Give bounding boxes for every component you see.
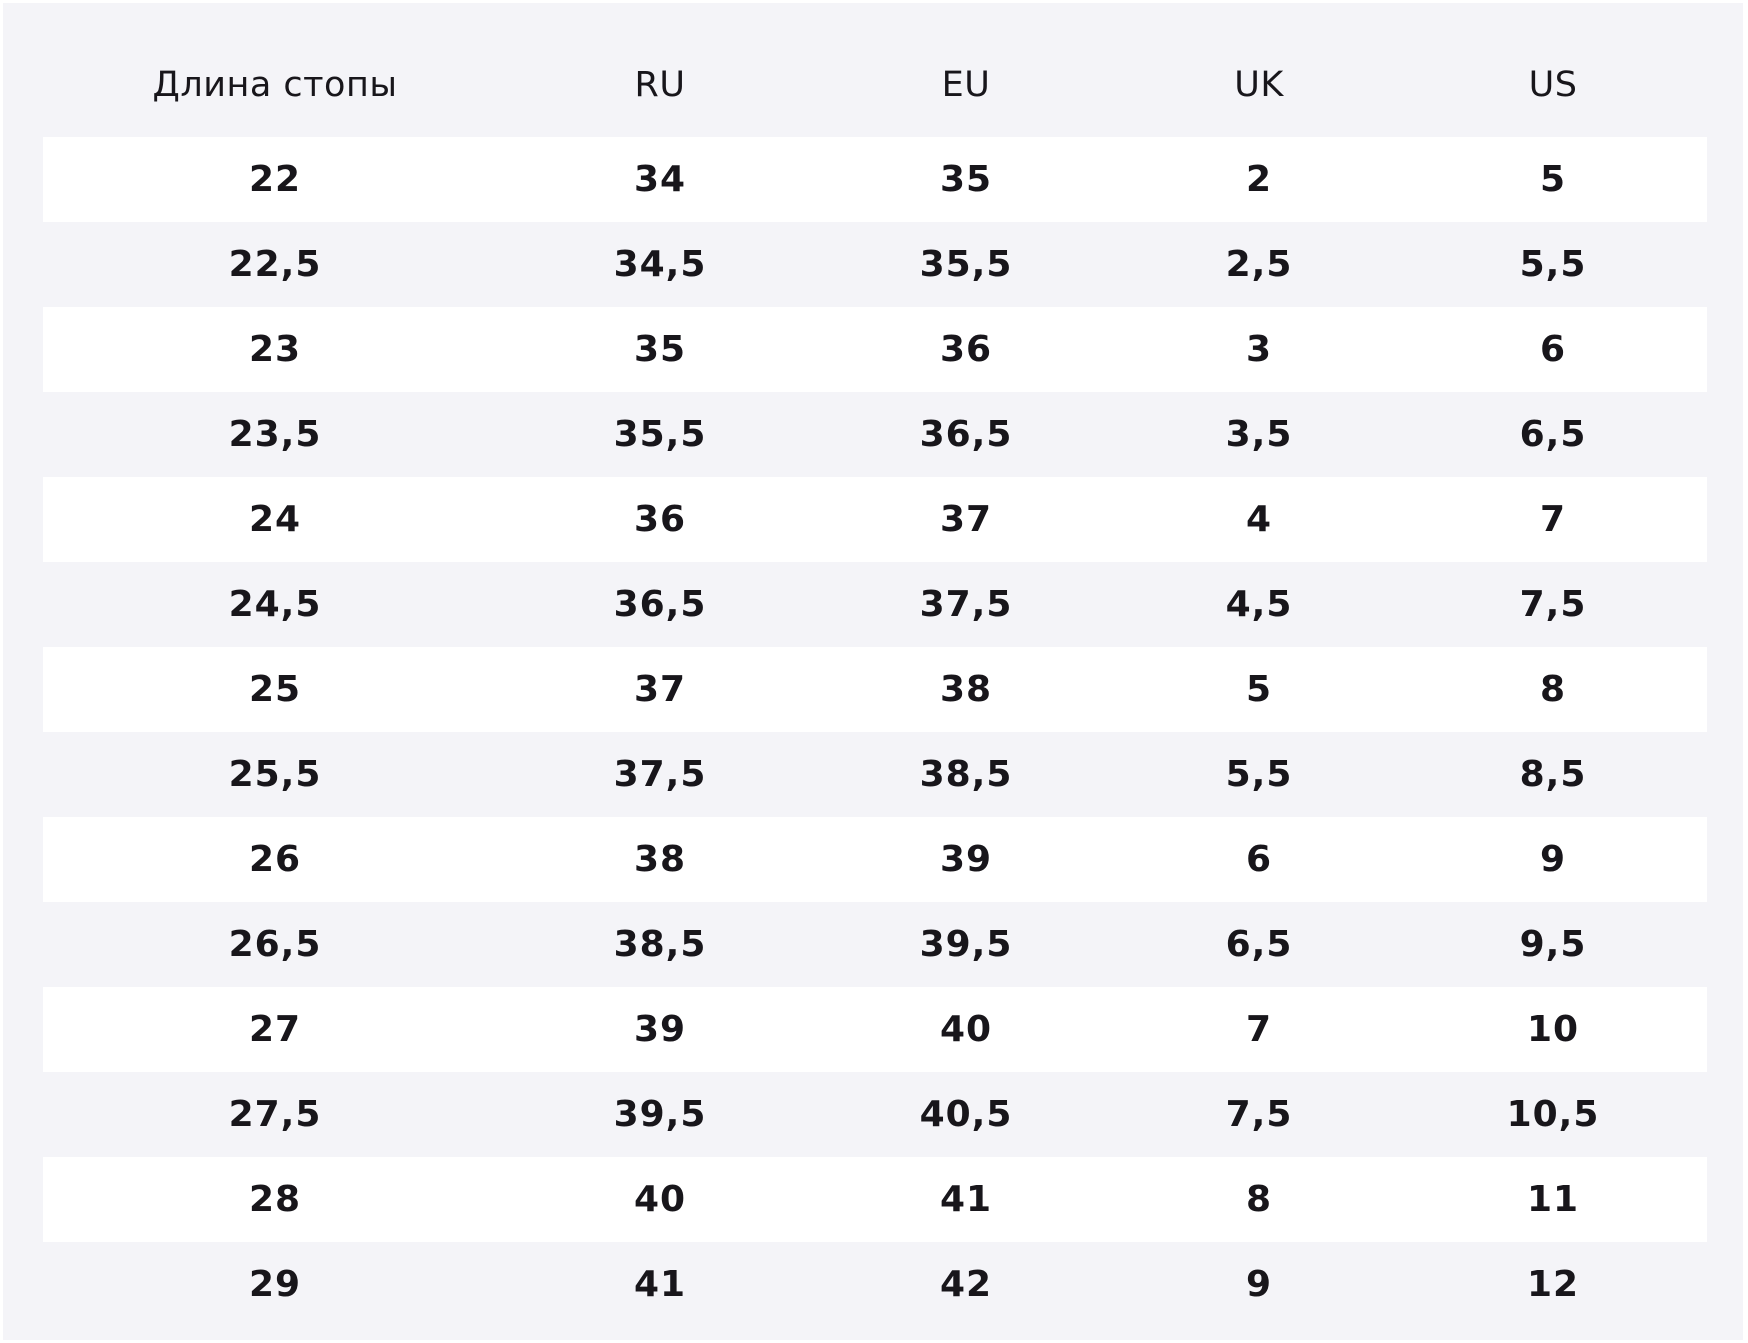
us-size-cell: 7 — [1399, 477, 1707, 562]
us-size-cell: 11 — [1399, 1157, 1707, 1242]
ru-size-cell: 39,5 — [507, 1072, 813, 1157]
table-row: 25 37 38 5 8 — [43, 647, 1707, 732]
ru-size-cell: 39 — [507, 987, 813, 1072]
table-row: 22 34 35 2 5 — [43, 137, 1707, 222]
uk-size-cell: 9 — [1119, 1242, 1399, 1327]
column-header-ru: RU — [634, 65, 686, 105]
uk-size-cell: 4,5 — [1119, 562, 1399, 647]
eu-size-cell: 41 — [813, 1157, 1119, 1242]
uk-size-cell: 7,5 — [1119, 1072, 1399, 1157]
eu-size-cell: 36,5 — [813, 392, 1119, 477]
ru-size-cell: 40 — [507, 1157, 813, 1242]
eu-size-cell: 42 — [813, 1242, 1119, 1327]
ru-size-cell: 35 — [507, 307, 813, 392]
us-size-cell: 8 — [1399, 647, 1707, 732]
table-row: 22,5 34,5 35,5 2,5 5,5 — [43, 222, 1707, 307]
ru-size-cell: 37,5 — [507, 732, 813, 817]
us-size-cell: 6,5 — [1399, 392, 1707, 477]
eu-size-cell: 38,5 — [813, 732, 1119, 817]
foot-length-cell: 29 — [43, 1242, 507, 1327]
us-size-cell: 8,5 — [1399, 732, 1707, 817]
column-header-eu: EU — [941, 65, 991, 105]
foot-length-cell: 28 — [43, 1157, 507, 1242]
size-chart-body: 22 34 35 2 5 22,5 34,5 35,5 2,5 5,5 23 35 36 3 6 23,5 35… — [43, 137, 1707, 1327]
ru-size-cell: 36 — [507, 477, 813, 562]
eu-size-cell: 38 — [813, 647, 1119, 732]
uk-size-cell: 6 — [1119, 817, 1399, 902]
ru-size-cell: 34 — [507, 137, 813, 222]
foot-length-cell: 25 — [43, 647, 507, 732]
table-row: 26,5 38,5 39,5 6,5 9,5 — [43, 902, 1707, 987]
uk-size-cell: 3,5 — [1119, 392, 1399, 477]
us-size-cell: 9,5 — [1399, 902, 1707, 987]
eu-size-cell: 39,5 — [813, 902, 1119, 987]
ru-size-cell: 36,5 — [507, 562, 813, 647]
us-size-cell: 7,5 — [1399, 562, 1707, 647]
table-row: 24,5 36,5 37,5 4,5 7,5 — [43, 562, 1707, 647]
size-chart-table: Длина стопы RU EU UK US 22 34 35 2 5 22,5 34,5… — [43, 33, 1707, 1327]
uk-size-cell: 6,5 — [1119, 902, 1399, 987]
eu-size-cell: 36 — [813, 307, 1119, 392]
us-size-cell: 10 — [1399, 987, 1707, 1072]
foot-length-cell: 24 — [43, 477, 507, 562]
table-row: 23 35 36 3 6 — [43, 307, 1707, 392]
uk-size-cell: 5,5 — [1119, 732, 1399, 817]
eu-size-cell: 40 — [813, 987, 1119, 1072]
us-size-cell: 6 — [1399, 307, 1707, 392]
uk-size-cell: 4 — [1119, 477, 1399, 562]
table-row: 27,5 39,5 40,5 7,5 10,5 — [43, 1072, 1707, 1157]
uk-size-cell: 8 — [1119, 1157, 1399, 1242]
us-size-cell: 10,5 — [1399, 1072, 1707, 1157]
eu-size-cell: 35 — [813, 137, 1119, 222]
column-header-uk: UK — [1234, 65, 1284, 105]
ru-size-cell: 38 — [507, 817, 813, 902]
foot-length-cell: 22 — [43, 137, 507, 222]
eu-size-cell: 39 — [813, 817, 1119, 902]
column-header-foot-length: Длина стопы — [152, 65, 398, 105]
foot-length-cell: 23,5 — [43, 392, 507, 477]
ru-size-cell: 34,5 — [507, 222, 813, 307]
eu-size-cell: 35,5 — [813, 222, 1119, 307]
ru-size-cell: 38,5 — [507, 902, 813, 987]
ru-size-cell: 41 — [507, 1242, 813, 1327]
ru-size-cell: 35,5 — [507, 392, 813, 477]
ru-size-cell: 37 — [507, 647, 813, 732]
table-row: 26 38 39 6 9 — [43, 817, 1707, 902]
table-row: 24 36 37 4 7 — [43, 477, 1707, 562]
uk-size-cell: 5 — [1119, 647, 1399, 732]
table-row: 28 40 41 8 11 — [43, 1157, 1707, 1242]
table-row: 29 41 42 9 12 — [43, 1242, 1707, 1327]
uk-size-cell: 2 — [1119, 137, 1399, 222]
uk-size-cell: 7 — [1119, 987, 1399, 1072]
us-size-cell: 12 — [1399, 1242, 1707, 1327]
us-size-cell: 9 — [1399, 817, 1707, 902]
us-size-cell: 5 — [1399, 137, 1707, 222]
foot-length-cell: 27 — [43, 987, 507, 1072]
uk-size-cell: 2,5 — [1119, 222, 1399, 307]
foot-length-cell: 22,5 — [43, 222, 507, 307]
foot-length-cell: 26 — [43, 817, 507, 902]
header-row: Длина стопы RU EU UK US — [43, 33, 1707, 137]
eu-size-cell: 37 — [813, 477, 1119, 562]
table-row: 23,5 35,5 36,5 3,5 6,5 — [43, 392, 1707, 477]
uk-size-cell: 3 — [1119, 307, 1399, 392]
size-chart-panel: Длина стопы RU EU UK US 22 34 35 2 5 22,5 34,5… — [3, 3, 1743, 1340]
table-row: 27 39 40 7 10 — [43, 987, 1707, 1072]
table-row: 25,5 37,5 38,5 5,5 8,5 — [43, 732, 1707, 817]
foot-length-cell: 23 — [43, 307, 507, 392]
foot-length-cell: 26,5 — [43, 902, 507, 987]
foot-length-cell: 27,5 — [43, 1072, 507, 1157]
foot-length-cell: 24,5 — [43, 562, 507, 647]
us-size-cell: 5,5 — [1399, 222, 1707, 307]
column-header-us: US — [1528, 65, 1578, 105]
eu-size-cell: 40,5 — [813, 1072, 1119, 1157]
eu-size-cell: 37,5 — [813, 562, 1119, 647]
foot-length-cell: 25,5 — [43, 732, 507, 817]
